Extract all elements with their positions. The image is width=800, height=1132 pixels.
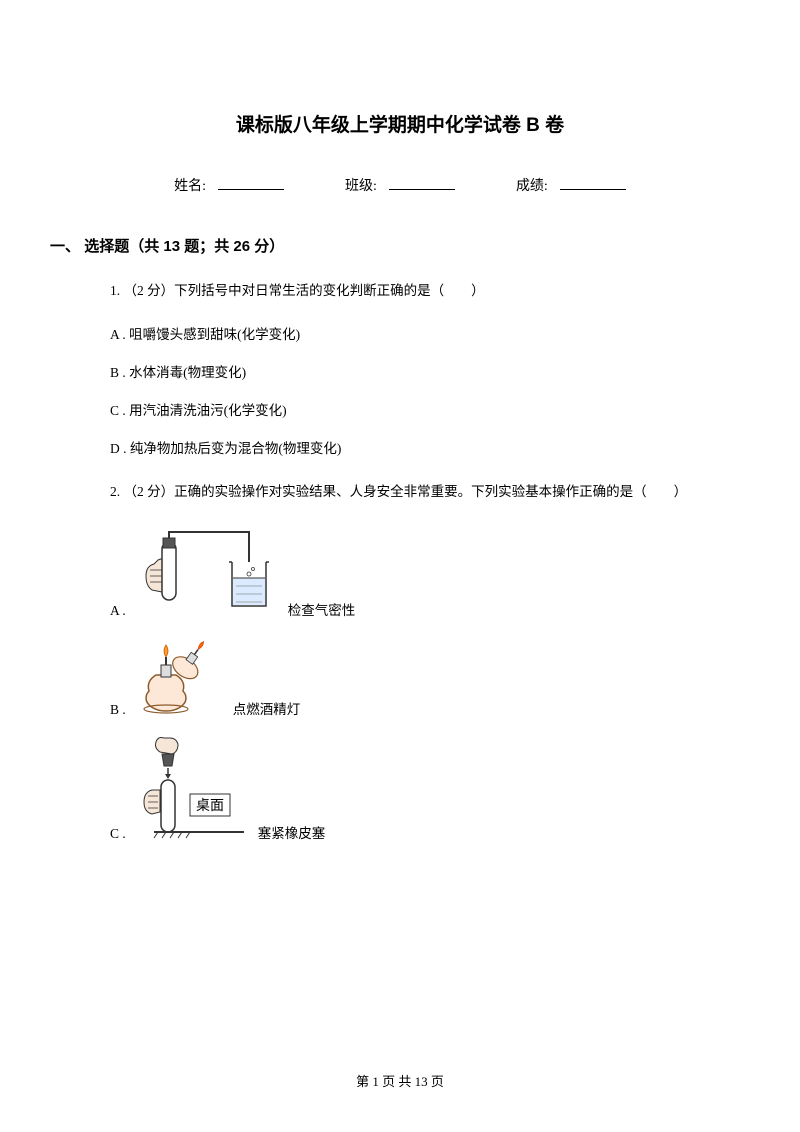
name-label: 姓名: — [174, 179, 206, 194]
section-header: 一、 选择题（共 13 题；共 26 分） — [50, 235, 710, 256]
q2-b-caption: 点燃酒精灯 — [233, 698, 301, 718]
airtightness-diagram-icon — [134, 524, 284, 619]
page-title: 课标版八年级上学期期中化学试卷 B 卷 — [90, 110, 710, 137]
q2-c-label: C . — [110, 826, 126, 842]
page-footer: 第 1 页 共 13 页 — [0, 1071, 800, 1090]
rubber-stopper-diagram-icon: 桌面 — [134, 732, 254, 842]
q2-b-label: B . — [110, 702, 126, 718]
section-title: 选择题（共 13 题；共 26 分） — [84, 238, 284, 255]
q2-option-a: A . — [110, 524, 710, 619]
q2-a-caption: 检查气密性 — [288, 599, 356, 619]
alcohol-lamp-diagram-icon — [134, 633, 229, 718]
class-label: 班级: — [345, 179, 377, 194]
q1-option-a: A . 咀嚼馒头感到甜味(化学变化) — [110, 323, 710, 343]
name-blank — [218, 176, 284, 190]
q1-option-c: C . 用汽油清洗油污(化学变化) — [110, 399, 710, 419]
desk-label-text: 桌面 — [196, 798, 224, 814]
q1-option-b: B . 水体消毒(物理变化) — [110, 361, 710, 381]
q2-a-label: A . — [110, 603, 126, 619]
score-label: 成绩: — [516, 179, 548, 194]
section-num: 一、 — [50, 238, 80, 255]
q2-c-caption: 塞紧橡皮塞 — [258, 822, 326, 842]
info-row: 姓名: 班级: 成绩: — [90, 175, 710, 195]
q2-option-c: C . 桌面 塞紧橡皮 — [110, 732, 710, 842]
class-blank — [389, 176, 455, 190]
q1-stem: 1. （2 分）下列括号中对日常生活的变化判断正确的是（ ） — [110, 280, 710, 303]
q2-option-b: B . 点燃酒精灯 — [110, 633, 710, 718]
q1-option-d: D . 纯净物加热后变为混合物(物理变化) — [110, 437, 710, 457]
q2-stem: 2. （2 分）正确的实验操作对实验结果、人身安全非常重要。下列实验基本操作正确… — [110, 481, 710, 504]
score-blank — [560, 176, 626, 190]
